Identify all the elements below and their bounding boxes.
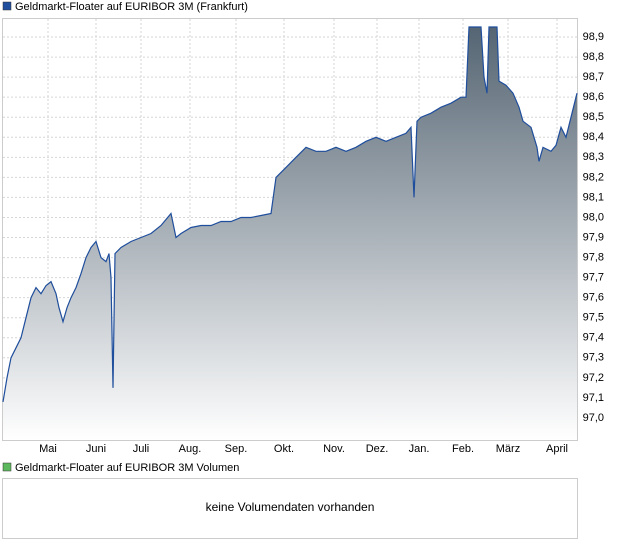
x-tick-label: Juli	[133, 443, 150, 455]
y-tick-label: 97,9	[583, 231, 604, 243]
y-tick-label: 97,7	[583, 272, 604, 284]
x-tick-label: März	[496, 443, 520, 455]
y-tick-label: 98,4	[583, 131, 604, 143]
volume-legend: Geldmarkt-Floater auf EURIBOR 3M Volumen	[15, 462, 239, 474]
y-tick-label: 98,9	[583, 31, 604, 43]
y-tick-label: 97,2	[583, 372, 604, 384]
y-tick-label: 98,7	[583, 71, 604, 83]
y-tick-label: 97,6	[583, 292, 604, 304]
volume-frame	[2, 478, 578, 539]
area	[3, 27, 577, 440]
plot-frame	[2, 18, 578, 441]
x-tick-label: Juni	[86, 443, 106, 455]
y-tick-label: 97,4	[583, 332, 604, 344]
y-tick-label: 97,5	[583, 312, 604, 324]
y-tick-label: 97,3	[583, 352, 604, 364]
volume-message: keine Volumendaten vorhanden	[206, 500, 375, 514]
x-tick-label: Aug.	[179, 443, 202, 455]
y-tick-label: 98,6	[583, 91, 604, 103]
legend-swatch	[2, 1, 12, 11]
y-tick-label: 98,5	[583, 111, 604, 123]
y-tick-label: 98,0	[583, 211, 604, 223]
y-tick-label: 97,1	[583, 392, 604, 404]
y-tick-label: 97,8	[583, 251, 604, 263]
x-tick-label: Okt.	[274, 443, 294, 455]
y-tick-label: 98,2	[583, 171, 604, 183]
y-tick-label: 98,8	[583, 51, 604, 63]
x-tick-label: Sep.	[225, 443, 248, 455]
y-tick-label: 98,3	[583, 151, 604, 163]
x-tick-label: April	[546, 443, 568, 455]
line	[2, 26, 578, 402]
x-tick-label: Nov.	[323, 443, 345, 455]
y-tick-label: 98,1	[583, 191, 604, 203]
y-tick-label: 97,0	[583, 412, 604, 424]
legend-swatch	[2, 462, 12, 472]
x-tick-label: Mai	[39, 443, 57, 455]
x-tick-label: Feb.	[452, 443, 474, 455]
x-tick-label: Jan.	[409, 443, 430, 455]
legend-label: Geldmarkt-Floater auf EURIBOR 3M (Frankf…	[15, 1, 248, 13]
x-tick-label: Dez.	[366, 443, 389, 455]
